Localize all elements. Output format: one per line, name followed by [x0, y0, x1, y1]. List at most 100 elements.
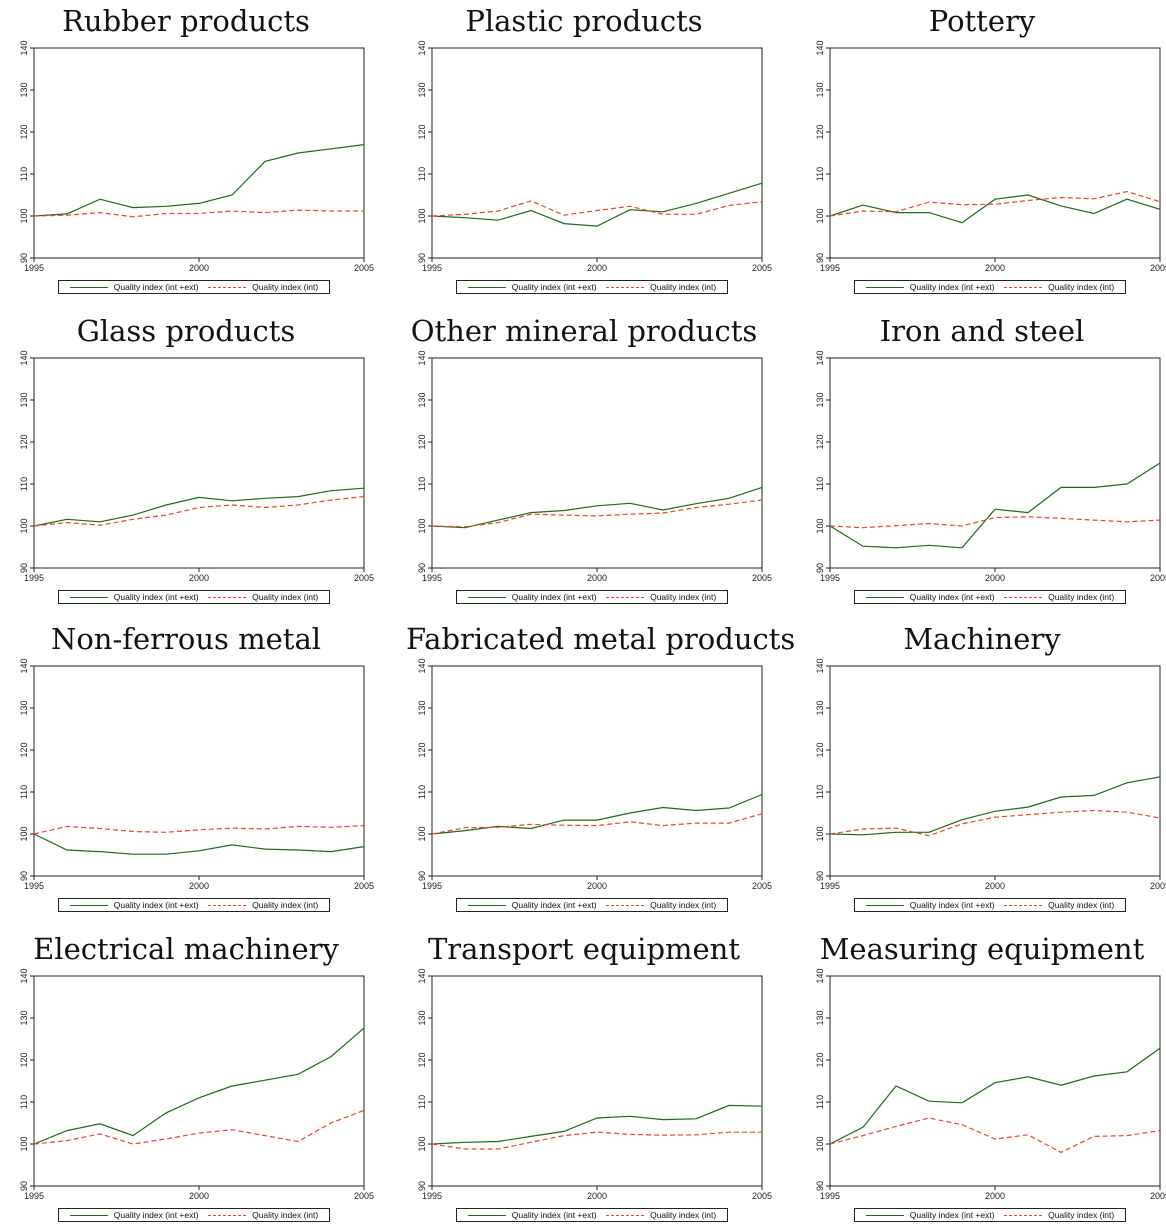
chart-panel: Non-ferrous metal 90 100 110 120 130 140 1995 20… — [8, 618, 374, 918]
chart-title: Electrical machinery — [33, 932, 339, 966]
y-tick-label: 110 — [417, 477, 427, 491]
legend-label: Quality index (int) — [650, 900, 717, 910]
legend-label: Quality index (int) — [650, 592, 717, 602]
chart-title: Machinery — [903, 622, 1061, 656]
legend-item-ext: Quality index (int +ext) — [467, 900, 597, 910]
y-tick-label: 90 — [417, 871, 427, 881]
chart-legend: Quality index (int +ext) Quality index (i… — [456, 898, 728, 912]
x-tick-label: 2000 — [985, 263, 1005, 273]
series-line-int-ext — [829, 1047, 1161, 1145]
legend-swatch — [606, 904, 645, 906]
y-tick-label: 120 — [19, 742, 29, 757]
legend-label: Quality index (int +ext) — [909, 282, 995, 292]
chart-title: Non-ferrous metal — [50, 622, 322, 656]
y-tick-label: 140 — [815, 350, 825, 365]
legend-item-ext: Quality index (int +ext) — [467, 282, 597, 292]
line-chart: 90 100 110 120 130 140 1995 2000 2005 — [417, 658, 772, 891]
chart-panel: Transport equipment 90 100 110 120 130 140 1995… — [406, 928, 772, 1228]
series-line-int — [829, 1117, 1161, 1154]
series-line-int-ext — [829, 776, 1161, 836]
y-tick-label: 130 — [19, 700, 29, 715]
legend-swatch — [606, 1214, 645, 1216]
y-tick-label: 120 — [417, 434, 427, 449]
y-tick-label: 110 — [19, 167, 29, 181]
chart-legend: Quality index (int +ext) Quality index (i… — [58, 280, 330, 294]
legend-label: Quality index (int) — [1048, 282, 1115, 292]
line-chart: 90 100 110 120 130 140 1995 2000 2005 — [815, 968, 1166, 1201]
legend-item-ext: Quality index (int +ext) — [865, 1210, 995, 1220]
legend-swatch — [606, 596, 645, 598]
chart-title: Other mineral products — [410, 314, 758, 348]
chart-legend: Quality index (int +ext) Quality index (i… — [854, 1208, 1126, 1222]
legend-item-ext: Quality index (int +ext) — [69, 282, 199, 292]
chart-legend: Quality index (int +ext) Quality index (i… — [854, 280, 1126, 294]
legend-item-int: Quality index (int) — [1004, 592, 1114, 602]
x-tick-label: 1995 — [24, 881, 44, 891]
y-tick-label: 110 — [815, 167, 825, 181]
line-chart: 90 100 110 120 130 140 1995 2000 2005 — [417, 40, 772, 273]
legend-item-int: Quality index (int) — [1004, 282, 1114, 292]
y-tick-label: 100 — [19, 1136, 29, 1151]
line-chart: 90 100 110 120 130 140 1995 2000 2005 — [19, 968, 374, 1201]
y-tick-label: 100 — [417, 826, 427, 841]
legend-swatch — [1004, 596, 1043, 598]
y-tick-label: 140 — [815, 658, 825, 673]
y-tick-label: 90 — [815, 1181, 825, 1191]
y-tick-label: 110 — [417, 785, 427, 799]
chart-legend: Quality index (int +ext) Quality index (i… — [854, 590, 1126, 604]
legend-swatch — [865, 904, 904, 906]
legend-item-ext: Quality index (int +ext) — [467, 1210, 597, 1220]
chart-legend: Quality index (int +ext) Quality index (i… — [456, 590, 728, 604]
series-line-int-ext — [431, 182, 763, 227]
series-line-int — [33, 209, 364, 218]
line-chart: 90 100 110 120 130 140 1995 2000 2005 — [417, 968, 772, 1201]
y-tick-label: 140 — [417, 350, 427, 365]
legend-label: Quality index (int +ext) — [909, 1210, 995, 1220]
y-tick-label: 90 — [19, 1181, 29, 1191]
chart-panel: Measuring equipment 90 100 110 120 130 140 1995… — [804, 928, 1166, 1228]
x-tick-label: 2000 — [985, 881, 1005, 891]
y-tick-label: 100 — [815, 208, 825, 223]
legend-label: Quality index (int) — [650, 282, 717, 292]
legend-item-ext: Quality index (int +ext) — [467, 592, 597, 602]
plot-frame — [431, 357, 763, 569]
y-tick-label: 90 — [815, 253, 825, 263]
y-tick-label: 130 — [417, 700, 427, 715]
plot-frame — [829, 47, 1161, 259]
y-tick-label: 120 — [815, 742, 825, 757]
x-tick-label: 1995 — [24, 1191, 44, 1201]
y-tick-label: 120 — [815, 124, 825, 139]
legend-item-ext: Quality index (int +ext) — [865, 900, 995, 910]
chart-legend: Quality index (int +ext) Quality index (i… — [58, 1208, 330, 1222]
x-tick-label: 2005 — [1150, 263, 1166, 273]
y-tick-label: 100 — [417, 208, 427, 223]
y-tick-label: 140 — [19, 40, 29, 55]
legend-label: Quality index (int +ext) — [511, 282, 597, 292]
legend-swatch — [208, 596, 247, 598]
legend-label: Quality index (int +ext) — [113, 592, 199, 602]
legend-swatch — [69, 286, 108, 288]
series-line-int — [431, 813, 763, 835]
y-tick-label: 110 — [815, 477, 825, 491]
x-tick-label: 2005 — [1150, 881, 1166, 891]
y-tick-label: 100 — [815, 826, 825, 841]
legend-item-int: Quality index (int) — [606, 592, 716, 602]
x-tick-label: 1995 — [820, 881, 840, 891]
y-tick-label: 130 — [417, 1010, 427, 1025]
y-tick-label: 120 — [19, 1052, 29, 1067]
legend-swatch — [467, 904, 506, 906]
x-tick-label: 1995 — [422, 573, 442, 583]
y-tick-label: 140 — [19, 968, 29, 983]
x-tick-label: 2000 — [189, 1191, 209, 1201]
legend-label: Quality index (int) — [252, 592, 319, 602]
series-line-int — [33, 1109, 365, 1145]
chart-panel: Pottery 90 100 110 120 130 140 1995 2000 2005 Qual… — [804, 0, 1166, 300]
legend-swatch — [467, 1214, 506, 1216]
y-tick-label: 110 — [19, 785, 29, 799]
x-tick-label: 2005 — [354, 881, 374, 891]
series-line-int — [33, 496, 365, 527]
series-line-int — [33, 825, 365, 835]
legend-item-ext: Quality index (int +ext) — [69, 592, 199, 602]
legend-item-int: Quality index (int) — [1004, 900, 1114, 910]
y-tick-label: 120 — [19, 124, 29, 139]
